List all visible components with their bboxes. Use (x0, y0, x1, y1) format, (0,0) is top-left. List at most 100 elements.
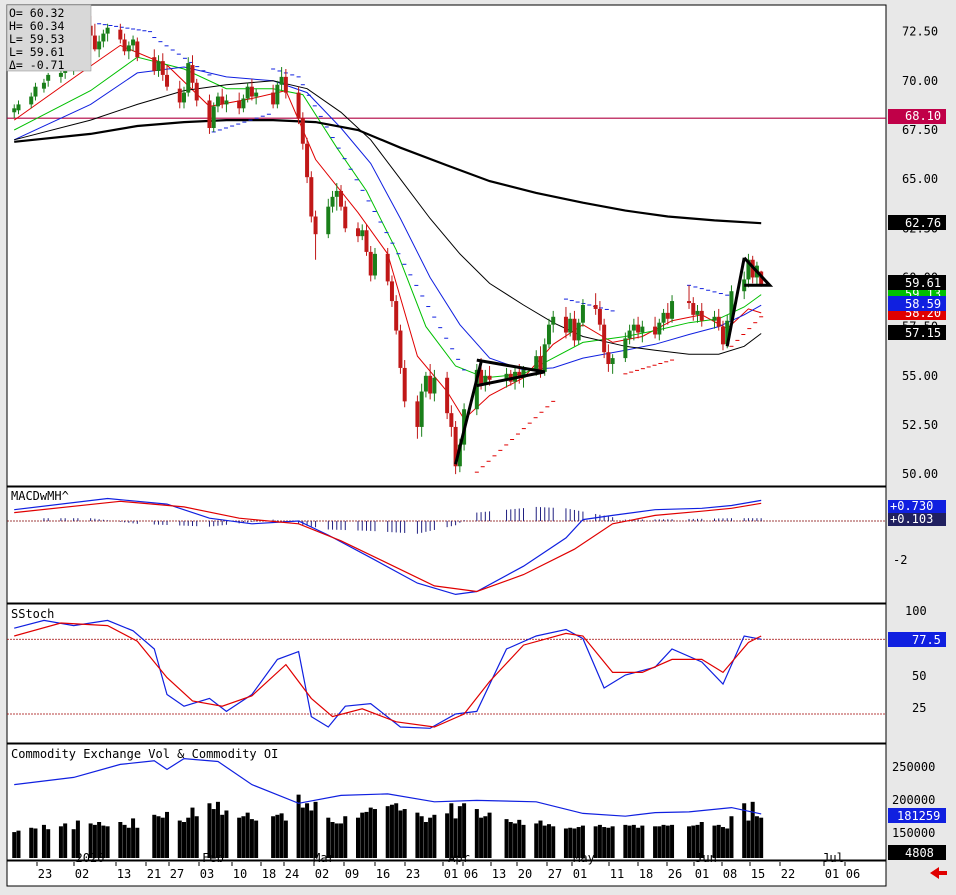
candle-body (97, 41, 102, 50)
candle-body (572, 318, 577, 341)
date-month-label: Feb (202, 851, 224, 865)
volume-bar (661, 824, 666, 858)
date-day-label: 10 (233, 867, 247, 881)
macd-line-blue (14, 497, 762, 596)
date-month-label: May (573, 851, 595, 865)
candle-body (283, 76, 288, 93)
volume-bar (631, 824, 636, 858)
candle-body (16, 104, 21, 111)
candle-body (419, 391, 424, 427)
candle-body (254, 92, 259, 97)
macd-panel[interactable] (6, 486, 887, 604)
stoch-panel[interactable] (6, 603, 887, 744)
volume-bar (372, 809, 377, 858)
candle-body (546, 324, 551, 345)
macd-series-layer (7, 497, 886, 596)
candle-body (729, 291, 734, 321)
price-panel[interactable] (6, 4, 887, 487)
price-tick-label: 55.00 (902, 369, 938, 383)
date-day-label: 02 (315, 867, 329, 881)
candle-body (580, 305, 585, 323)
candle-body (593, 305, 598, 309)
date-day-label: 01 (825, 867, 839, 881)
stoch-tick-25: 25 (912, 701, 926, 715)
volume-bar (389, 804, 394, 858)
volume-bar (330, 822, 335, 858)
candle-body (542, 344, 547, 372)
candle-body (725, 320, 730, 345)
ohlc-last: L= 59.61 (9, 45, 64, 59)
candle-body (483, 375, 488, 384)
open-interest-line (14, 757, 762, 817)
volume-bar (364, 811, 369, 858)
candle-body (224, 100, 229, 105)
volume-bar (474, 809, 479, 858)
date-day-label: 02 (75, 867, 89, 881)
candle-body (160, 61, 165, 75)
volume-bar (665, 825, 670, 858)
volume-bar (546, 824, 551, 858)
blue-ma-badge: 58.59 (905, 297, 941, 311)
volume-title: Commodity Exchange Vol & Commodity OI (11, 747, 278, 761)
candle-body (504, 373, 509, 380)
volume-bar (58, 826, 63, 858)
candle-body (453, 426, 458, 467)
volume-bar (118, 822, 123, 858)
stoch-tick-50: 50 (912, 669, 926, 683)
date-axis-labels: 23 02 13 21 27 03 10 18 24 02 09 16 23 01 06 13 20 27 01 11… (36, 851, 860, 881)
candle-body (356, 228, 360, 237)
candle-body (716, 316, 721, 327)
candle-body (640, 326, 645, 333)
macd-title: MACDwMH^ (11, 489, 69, 503)
volume-bar (759, 817, 764, 858)
candle-body (687, 301, 692, 304)
volume-bar (398, 810, 403, 858)
volume-bar (746, 820, 751, 858)
volume-bar (576, 827, 581, 858)
moving-average-blue (13, 66, 762, 371)
volume-bar (449, 803, 454, 858)
volume-bar (428, 817, 433, 858)
volume-bar (597, 824, 602, 858)
volume-bar (521, 824, 526, 858)
date-day-label: 23 (38, 867, 52, 881)
volume-bar (394, 803, 399, 858)
price-series-layer (7, 15, 886, 475)
volume-bar (156, 816, 161, 858)
date-day-label: 27 (548, 867, 562, 881)
stoch-badge: 77.5 (912, 633, 941, 647)
candle-body (126, 45, 131, 52)
candle-body (627, 330, 632, 339)
stoch-line-blue (14, 619, 762, 729)
candle-body (152, 57, 157, 71)
volume-bar (580, 825, 585, 858)
volume-bar (636, 827, 641, 858)
candle-body (610, 358, 615, 364)
candle-body (759, 271, 764, 286)
candle-body (389, 281, 394, 302)
volume-bar (339, 823, 344, 858)
volume-bar (572, 828, 577, 858)
volume-bar (742, 803, 747, 858)
date-month-label: Apr (448, 851, 470, 865)
date-day-label: 09 (345, 867, 359, 881)
volume-bar (88, 823, 93, 858)
candle-body (699, 310, 704, 321)
candle-body (279, 76, 284, 85)
vol-tick-200000: 200000 (892, 793, 935, 807)
vol-tick-250000: 250000 (892, 760, 935, 774)
volume-bar (368, 807, 373, 858)
volume-bar (309, 810, 314, 858)
candle-body (657, 322, 662, 335)
candle-body (534, 356, 539, 370)
candle-body (215, 96, 220, 107)
candle-body (568, 318, 573, 333)
candle-body (636, 324, 641, 333)
candle-body (237, 100, 242, 109)
macd-line-red (14, 500, 762, 593)
candle-body (576, 322, 581, 341)
scroll-left-arrow-icon[interactable] (930, 867, 947, 879)
candle-body (245, 86, 250, 99)
volume-bar (670, 824, 675, 858)
candle-body (479, 369, 484, 384)
